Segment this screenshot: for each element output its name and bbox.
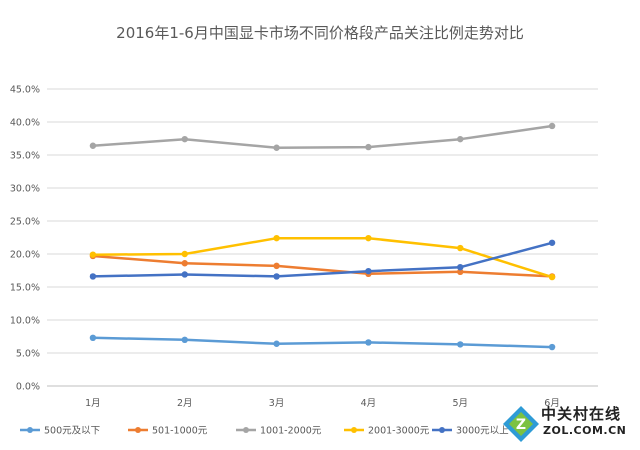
- data-point: [365, 234, 372, 242]
- zol-logo-icon: Z: [503, 406, 539, 442]
- x-tick-label: 5月: [452, 398, 468, 409]
- legend-label: 3000元以上: [456, 426, 509, 437]
- legend-swatch-marker: [243, 427, 249, 433]
- data-point: [89, 251, 97, 258]
- legend-item: 501-1000元: [128, 426, 208, 437]
- legend-item: 1001-2000元: [236, 426, 322, 437]
- data-point: [365, 143, 372, 151]
- x-tick-label: 4月: [361, 398, 377, 409]
- data-point: [273, 234, 280, 242]
- y-tick-label: 45.0%: [10, 85, 40, 96]
- grid: [47, 88, 598, 387]
- legend-swatch-marker: [27, 427, 33, 433]
- data-point: [273, 273, 280, 280]
- legend-label: 501-1000元: [152, 426, 208, 437]
- x-tick-label: 6月: [544, 398, 560, 409]
- data-point: [273, 340, 280, 347]
- series-3000元以上: [89, 239, 556, 280]
- legend: 500元及以下 501-1000元 1001-2000元 2001-3000元 3000…: [20, 426, 509, 437]
- data-point: [273, 262, 280, 270]
- series-line: [92, 336, 553, 349]
- y-tick-label: 15.0%: [10, 283, 40, 294]
- legend-swatch-marker: [439, 427, 445, 433]
- data-point: [548, 273, 556, 281]
- data-point: [181, 250, 188, 258]
- data-point: [548, 122, 556, 130]
- series-line: [92, 236, 553, 279]
- data-point: [457, 244, 464, 252]
- data-point: [457, 341, 464, 348]
- x-axis: 1月 2月 3月 4月 5月 6月: [85, 398, 560, 409]
- data-point: [457, 264, 464, 271]
- y-tick-label: 40.0%: [10, 118, 40, 129]
- data-point: [548, 343, 556, 351]
- legend-swatch-marker: [135, 427, 141, 433]
- x-tick-label: 3月: [269, 398, 285, 409]
- series-line: [92, 124, 553, 149]
- data-point: [457, 135, 464, 143]
- data-point: [548, 239, 556, 246]
- data-point: [89, 273, 97, 280]
- x-tick-label: 1月: [85, 398, 101, 409]
- y-tick-label: 10.0%: [10, 316, 40, 327]
- y-tick-label: 0.0%: [16, 382, 40, 393]
- data-point: [89, 334, 97, 342]
- legend-label: 500元及以下: [44, 426, 100, 437]
- series-500元及以下: [89, 334, 556, 351]
- chart-title: 2016年1-6月中国显卡市场不同价格段产品关注比例走势对比: [116, 24, 524, 42]
- data-point: [457, 268, 464, 276]
- zol-watermark: Z 中关村在线 ZOL.COM.CN: [503, 404, 633, 444]
- series-group: [89, 122, 556, 351]
- data-point: [181, 135, 188, 143]
- y-tick-label: 35.0%: [10, 151, 40, 162]
- data-point: [273, 144, 280, 151]
- legend-label: 2001-3000元: [368, 426, 430, 437]
- y-tick-label: 30.0%: [10, 184, 40, 195]
- data-point: [365, 339, 372, 346]
- data-point: [181, 271, 188, 278]
- legend-item: 3000元以上: [432, 426, 509, 437]
- x-tick-label: 2月: [177, 398, 193, 409]
- series-line: [92, 241, 553, 278]
- y-axis: 0.0% 5.0% 10.0% 15.0% 20.0% 25.0% 30.0% 35.0% 40…: [10, 85, 40, 393]
- legend-swatch-marker: [351, 427, 357, 433]
- legend-item: 2001-3000元: [344, 426, 430, 437]
- svg-text:Z: Z: [516, 417, 526, 433]
- data-point: [89, 142, 97, 149]
- data-point: [181, 336, 188, 343]
- data-point: [365, 267, 372, 275]
- data-point: [181, 260, 188, 267]
- series-line: [92, 254, 553, 278]
- y-tick-label: 25.0%: [10, 217, 40, 228]
- legend-label: 1001-2000元: [260, 426, 322, 437]
- watermark-en: ZOL.COM.CN: [543, 424, 627, 437]
- watermark-cn: 中关村在线: [541, 405, 622, 423]
- legend-item: 500元及以下: [20, 426, 100, 437]
- y-tick-label: 20.0%: [10, 250, 40, 261]
- series-1001-2000元: [89, 122, 556, 151]
- y-tick-label: 5.0%: [16, 349, 40, 360]
- series-2001-3000元: [89, 234, 556, 281]
